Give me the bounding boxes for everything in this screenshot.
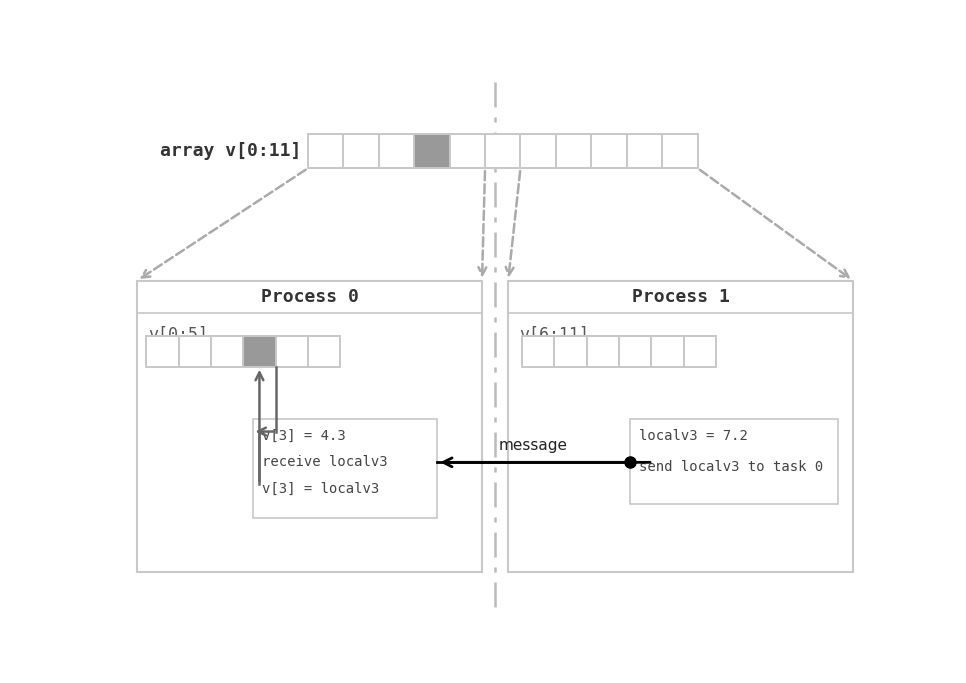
Bar <box>555 135 591 168</box>
Text: localv3 = 7.2: localv3 = 7.2 <box>639 429 748 443</box>
Text: v[3] = localv3: v[3] = localv3 <box>262 482 379 496</box>
Bar <box>243 336 275 367</box>
Bar <box>586 336 619 367</box>
Bar <box>179 336 211 367</box>
Text: send localv3 to task 0: send localv3 to task 0 <box>639 460 823 474</box>
Bar <box>522 336 554 367</box>
Text: v[0:5]: v[0:5] <box>148 326 208 344</box>
Bar <box>485 135 521 168</box>
Bar <box>508 281 853 572</box>
Text: v[6:11]: v[6:11] <box>519 326 589 344</box>
Text: message: message <box>499 438 568 453</box>
Bar <box>146 336 179 367</box>
Bar <box>554 336 586 367</box>
Text: Process 1: Process 1 <box>632 288 729 306</box>
Bar <box>630 419 838 504</box>
Text: v[3] = 4.3: v[3] = 4.3 <box>262 429 346 443</box>
Bar <box>343 135 379 168</box>
Bar <box>591 135 627 168</box>
Text: array v[0:11]: array v[0:11] <box>160 142 301 161</box>
Text: receive localv3: receive localv3 <box>262 456 387 469</box>
Bar <box>252 419 438 518</box>
Bar <box>521 135 555 168</box>
Bar <box>619 336 651 367</box>
Bar <box>379 135 414 168</box>
Bar <box>211 336 243 367</box>
Bar <box>449 135 485 168</box>
Bar <box>662 135 697 168</box>
Bar <box>308 135 343 168</box>
Text: Process 0: Process 0 <box>261 288 358 306</box>
Bar <box>414 135 449 168</box>
Bar <box>137 281 482 572</box>
Bar <box>651 336 684 367</box>
Bar <box>684 336 716 367</box>
Bar <box>627 135 662 168</box>
Bar <box>275 336 308 367</box>
Bar <box>308 336 340 367</box>
